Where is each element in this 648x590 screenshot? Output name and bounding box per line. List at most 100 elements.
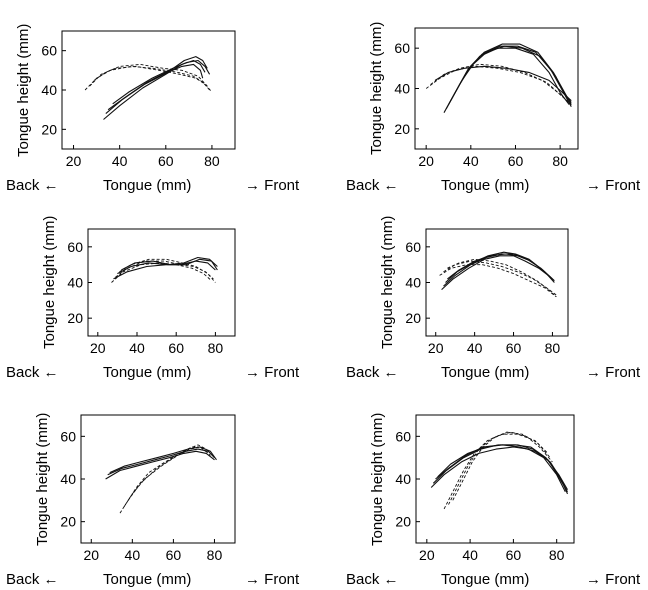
x-axis-label: Tongue (mm) xyxy=(441,571,530,588)
y-tick-label: 40 xyxy=(395,471,411,487)
x-tick-label: 20 xyxy=(419,547,435,563)
y-axis-label: Tongue height (mm) xyxy=(379,215,396,350)
x-tick-label: 40 xyxy=(129,340,145,356)
series-line-4 xyxy=(441,255,551,291)
direction-back-label: Back ← xyxy=(346,364,399,381)
y-axis-label: Tongue height (mm) xyxy=(41,215,58,350)
x-tick-label: 60 xyxy=(168,340,184,356)
y-tick-label: 20 xyxy=(41,121,57,137)
x-tick-label: 60 xyxy=(158,153,174,169)
y-tick-label: 40 xyxy=(60,471,76,487)
x-tick-label: 80 xyxy=(207,547,223,563)
panel-5: 20 40 60 80 20 40 60 Tongue height (mm) Back ← To… xyxy=(0,392,324,588)
chart-svg: 20 40 60 80 20 40 60 xyxy=(405,228,569,356)
y-tick-label: 20 xyxy=(405,310,421,326)
y-tick-label: 60 xyxy=(394,40,410,56)
series-line-6 xyxy=(127,446,211,501)
y-tick-label: 60 xyxy=(41,43,57,59)
x-tick-label: 40 xyxy=(112,153,128,169)
x-tick-label: 60 xyxy=(506,547,522,563)
series-line-7 xyxy=(434,65,572,102)
series-line-3 xyxy=(435,444,568,493)
x-axis-label: Tongue (mm) xyxy=(103,177,192,194)
x-tick-label: 40 xyxy=(125,547,141,563)
series-line-3 xyxy=(109,446,217,474)
series-line-6 xyxy=(443,260,557,296)
x-tick-label: 80 xyxy=(549,547,565,563)
x-axis-label: Tongue (mm) xyxy=(441,177,530,194)
series-line-5 xyxy=(115,260,214,280)
direction-front-label: → Front xyxy=(245,571,300,588)
y-tick-label: 20 xyxy=(67,310,83,326)
direction-front-label: → Front xyxy=(245,364,300,381)
chart-svg: 20 40 60 80 20 40 60 xyxy=(60,414,236,563)
series-line-2 xyxy=(445,45,572,109)
panel-6: 20 40 60 80 20 40 60 Tongue height (mm) Back ← To… xyxy=(324,392,648,588)
series-line-5 xyxy=(123,446,209,507)
y-tick-label: 60 xyxy=(60,428,76,444)
direction-front-label: → Front xyxy=(586,571,641,588)
x-axis-label: Tongue (mm) xyxy=(441,364,530,381)
y-axis-label: Tongue height (mm) xyxy=(15,23,32,157)
series-line-7 xyxy=(452,431,553,501)
x-tick-label: 40 xyxy=(462,547,478,563)
x-tick-label: 40 xyxy=(467,340,483,356)
x-tick-label: 80 xyxy=(208,340,224,356)
direction-back-label: Back ← xyxy=(6,177,59,194)
x-tick-label: 80 xyxy=(552,153,568,169)
plot-frame xyxy=(80,414,236,544)
series-line-5 xyxy=(439,264,557,298)
y-tick-label: 40 xyxy=(67,275,83,291)
direction-front-label: → Front xyxy=(245,177,300,194)
y-tick-label: 20 xyxy=(60,514,76,530)
series-line-1 xyxy=(430,446,566,493)
y-tick-label: 40 xyxy=(405,275,421,291)
panel-1: 20 40 60 80 20 40 60 Tongue height (mm) Back ← To… xyxy=(0,0,324,196)
x-tick-label: 20 xyxy=(66,153,82,169)
direction-front-label: → Front xyxy=(586,364,641,381)
chart-svg: 20 40 60 80 20 40 60 xyxy=(41,30,236,169)
x-tick-label: 20 xyxy=(83,547,99,563)
chart-svg: 20 40 60 80 20 40 60 xyxy=(395,414,575,563)
y-tick-label: 60 xyxy=(405,239,421,255)
y-axis-label: Tongue height (mm) xyxy=(368,21,385,156)
direction-back-label: Back ← xyxy=(6,571,59,588)
series-line-4 xyxy=(119,444,207,514)
plot-frame xyxy=(87,228,236,337)
direction-back-label: Back ← xyxy=(346,571,399,588)
panel-2: 20 40 60 80 20 40 60 Tongue height (mm) Back ← To… xyxy=(324,0,648,196)
x-tick-label: 80 xyxy=(545,340,561,356)
series-line-1 xyxy=(105,450,215,480)
panel-3: 20 40 60 80 20 40 60 Tongue height (mm) Back ← To… xyxy=(0,196,324,392)
x-axis-label: Tongue (mm) xyxy=(103,364,192,381)
series-line-2 xyxy=(107,448,215,476)
y-axis-label: Tongue height (mm) xyxy=(369,412,386,546)
y-axis-label: Tongue height (mm) xyxy=(34,412,51,546)
x-tick-label: 20 xyxy=(428,340,444,356)
x-tick-label: 40 xyxy=(463,153,479,169)
chart-svg: 20 40 60 80 20 40 60 xyxy=(67,228,236,356)
series-line-4 xyxy=(111,262,212,283)
panel-4: 20 40 60 80 20 40 60 Tongue height (mm) Back ← To… xyxy=(324,196,648,392)
series-line-6 xyxy=(89,65,213,93)
chart-svg: 20 40 60 80 20 40 60 xyxy=(394,27,579,169)
series-line-6 xyxy=(119,258,216,283)
series-line-6 xyxy=(448,431,551,505)
series-line-5 xyxy=(84,65,210,91)
x-tick-label: 80 xyxy=(204,153,220,169)
series-line-4 xyxy=(105,63,204,115)
y-tick-label: 60 xyxy=(395,428,411,444)
direction-back-label: Back ← xyxy=(346,177,399,194)
series-line-5 xyxy=(425,65,570,103)
y-tick-label: 20 xyxy=(394,121,410,137)
x-tick-label: 20 xyxy=(418,153,434,169)
y-tick-label: 40 xyxy=(394,81,410,97)
series-line-7 xyxy=(94,63,208,87)
y-tick-label: 40 xyxy=(41,82,57,98)
series-line-4 xyxy=(450,45,572,107)
series-line-4 xyxy=(437,444,569,495)
x-tick-label: 60 xyxy=(166,547,182,563)
y-tick-label: 60 xyxy=(67,239,83,255)
y-tick-label: 20 xyxy=(395,514,411,530)
